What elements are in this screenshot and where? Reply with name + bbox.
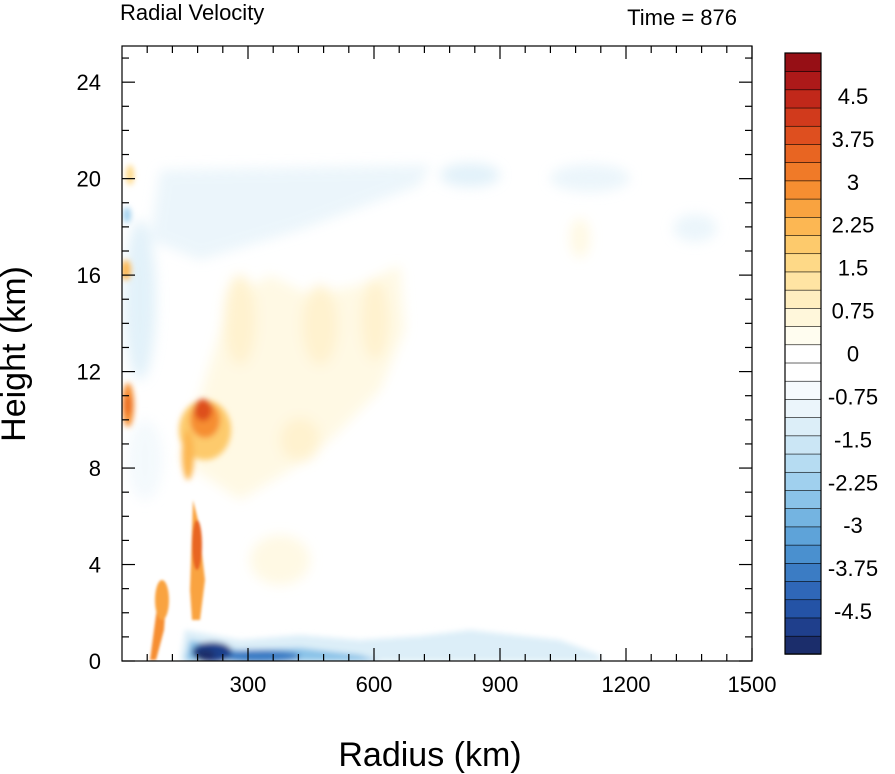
colorbar-frame bbox=[784, 52, 822, 655]
colorbar-segment bbox=[784, 635, 822, 655]
colorbar-tick-label: 4.5 bbox=[838, 84, 869, 109]
colorbar-segment bbox=[784, 325, 822, 346]
colorbar-segment bbox=[784, 89, 822, 109]
colorbar-segment bbox=[784, 307, 822, 327]
colorbar-tick-label: 0.75 bbox=[832, 299, 875, 324]
colorbar-segment bbox=[784, 544, 822, 564]
plot-frame bbox=[121, 45, 753, 662]
x-tick-label: 1200 bbox=[602, 672, 651, 697]
colorbar-segment bbox=[784, 435, 822, 455]
chart-title-right: Time = 876 bbox=[627, 5, 737, 30]
colorbar-tick-label: -3.75 bbox=[828, 556, 878, 581]
y-axis: 0 4 8 12 16 20 24 bbox=[77, 57, 752, 674]
y-tick-label: 12 bbox=[77, 360, 101, 385]
colorbar-segment bbox=[784, 70, 822, 91]
colorbar-segment bbox=[784, 52, 822, 72]
colorbar-segment bbox=[784, 198, 822, 218]
chart-title-left: Radial Velocity bbox=[120, 0, 264, 25]
colorbar-tick-label: -0.75 bbox=[828, 384, 878, 409]
colorbar-segment bbox=[784, 271, 822, 291]
y-axis-label: Height (km) bbox=[0, 266, 33, 442]
colorbar-segment bbox=[784, 253, 822, 273]
x-tick-label: 600 bbox=[356, 672, 393, 697]
y-tick-label: 20 bbox=[77, 167, 101, 192]
y-tick-label: 8 bbox=[89, 456, 101, 481]
y-tick-label: 0 bbox=[89, 649, 101, 674]
y-tick-label: 24 bbox=[77, 70, 101, 95]
colorbar-tick-label: -4.5 bbox=[834, 599, 872, 624]
colorbar-tick-label: 1.5 bbox=[838, 256, 869, 281]
colorbar-tick-label: -3 bbox=[843, 513, 863, 538]
colorbar-segment bbox=[784, 562, 822, 582]
colorbar-segment bbox=[784, 289, 822, 309]
colorbar-segment bbox=[784, 453, 822, 473]
colorbar-segment bbox=[784, 398, 822, 418]
colorbar-segment bbox=[784, 344, 822, 364]
colorbar-tick-label: 3 bbox=[847, 170, 859, 195]
colorbar-segment bbox=[784, 489, 822, 510]
colorbar-segment bbox=[784, 216, 822, 236]
x-tick-label: 1500 bbox=[728, 672, 777, 697]
colorbar-segment bbox=[784, 143, 822, 163]
colorbar-tick-label: 0 bbox=[847, 342, 859, 367]
colorbar-segment bbox=[784, 416, 822, 437]
y-tick-label: 16 bbox=[77, 263, 101, 288]
x-axis: 300 600 900 1200 1500 bbox=[146, 46, 777, 697]
colorbar-segment bbox=[784, 508, 822, 528]
colorbar-tick-label: -1.5 bbox=[834, 427, 872, 452]
colorbar-segment bbox=[784, 161, 822, 182]
colorbar-segment bbox=[784, 599, 822, 619]
colorbar: 4.5 3.75 3 2.25 1.5 0.75 0 -0.75 -1.5 -2.25 -3 -3.7… bbox=[784, 52, 878, 655]
colorbar-segment bbox=[784, 107, 822, 127]
colorbar-segment bbox=[784, 180, 822, 200]
colorbar-segment bbox=[784, 580, 822, 601]
x-tick-label: 900 bbox=[482, 672, 519, 697]
colorbar-tick-label: 3.75 bbox=[832, 127, 875, 152]
x-axis-label: Radius (km) bbox=[338, 736, 521, 774]
colorbar-segment bbox=[784, 526, 822, 546]
colorbar-segment bbox=[784, 362, 822, 382]
x-tick-label: 300 bbox=[230, 672, 267, 697]
y-tick-label: 4 bbox=[89, 553, 101, 578]
colorbar-segment bbox=[784, 617, 822, 637]
colorbar-segment bbox=[784, 380, 822, 400]
velocity-field bbox=[122, 46, 752, 661]
colorbar-segment bbox=[784, 471, 822, 491]
colorbar-segment bbox=[784, 234, 822, 255]
colorbar-segment bbox=[784, 125, 822, 145]
colorbar-tick-label: 2.25 bbox=[832, 213, 875, 238]
colorbar-tick-label: -2.25 bbox=[828, 470, 878, 495]
